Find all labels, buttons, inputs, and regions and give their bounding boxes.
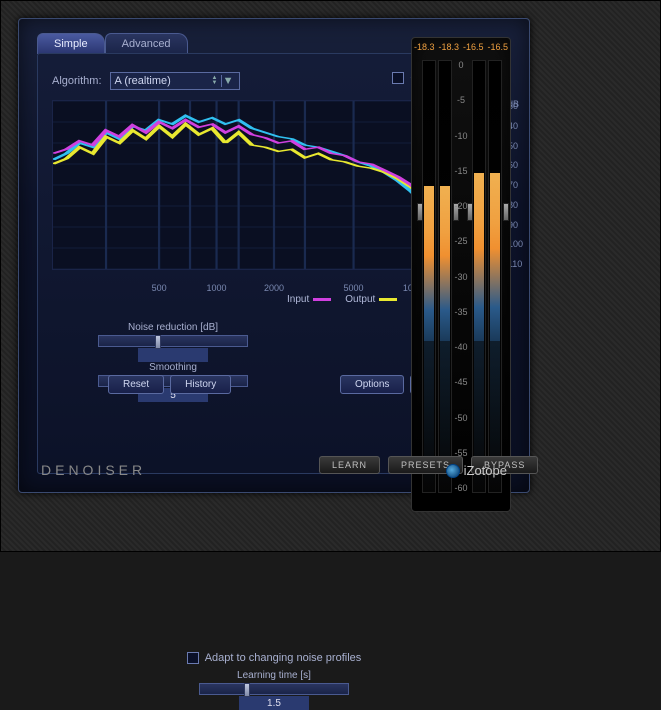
- noise-reduction-label: Noise reduction [dB]: [98, 322, 248, 333]
- x-tick: 2000: [264, 283, 284, 293]
- learning-time-value[interactable]: 1.5: [239, 696, 309, 710]
- peak-value: -18.3: [414, 42, 435, 52]
- x-tick: 500: [152, 283, 167, 293]
- learning-time-label: Learning time [s]: [199, 670, 349, 681]
- smoothing-label: Smoothing: [98, 362, 248, 373]
- checkbox-box: [187, 652, 199, 664]
- peak-value: -18.3: [438, 42, 459, 52]
- meter-tick: 0: [450, 60, 472, 70]
- meter-tick: -40: [450, 342, 472, 352]
- learn-button[interactable]: LEARN: [319, 456, 380, 474]
- peak-value: -16.5: [463, 42, 484, 52]
- meter-tick: -60: [450, 483, 472, 493]
- reset-button[interactable]: Reset: [108, 375, 164, 394]
- tab-simple[interactable]: Simple: [37, 33, 105, 54]
- product-name: DENOISER: [41, 462, 146, 478]
- peak-value: -16.5: [487, 42, 508, 52]
- algorithm-select[interactable]: A (realtime) ▲▼ ▼: [110, 72, 240, 90]
- tab-advanced[interactable]: Advanced: [105, 33, 188, 54]
- meter-tick: -50: [450, 413, 472, 423]
- meter-tick: -20: [450, 201, 472, 211]
- meter-tick: -45: [450, 377, 472, 387]
- noise-reduction-value[interactable]: [138, 348, 208, 362]
- meter-tick: -10: [450, 131, 472, 141]
- meter-tick: -35: [450, 307, 472, 317]
- x-tick: 5000: [344, 283, 364, 293]
- chevron-down-icon[interactable]: ▼: [221, 75, 235, 87]
- meter-tick: -30: [450, 272, 472, 282]
- main-panel: Simple Advanced Algorithm: A (realtime) …: [18, 18, 530, 493]
- meter-track: [422, 60, 436, 493]
- meter-tick: -15: [450, 166, 472, 176]
- x-tick: 1000: [207, 283, 227, 293]
- options-button[interactable]: Options: [340, 375, 404, 394]
- checkbox-box: [392, 72, 404, 84]
- legend-output-label: Output: [345, 294, 375, 305]
- meter-threshold-handle[interactable]: [417, 203, 423, 221]
- meter-track: [472, 60, 486, 493]
- meter-threshold-handle[interactable]: [503, 203, 509, 221]
- meter-tick: -5: [450, 95, 472, 105]
- stepper-icon[interactable]: ▲▼: [209, 76, 221, 86]
- meter-tick: -55: [450, 448, 472, 458]
- meter-panel: -18.3-18.3 -16.5-16.5 0 -5 -10 -15 -20 -25 -30 -…: [411, 37, 511, 512]
- algorithm-value: A (realtime): [115, 75, 209, 87]
- learning-time-slider[interactable]: Learning time [s] 1.5: [199, 670, 349, 710]
- meter-track: [488, 60, 502, 493]
- history-button[interactable]: History: [170, 375, 231, 394]
- meter-tick: -25: [450, 236, 472, 246]
- adapt-label: Adapt to changing noise profiles: [205, 652, 362, 664]
- algorithm-label: Algorithm:: [52, 75, 102, 87]
- legend-input-label: Input: [287, 294, 309, 305]
- adapt-checkbox[interactable]: Adapt to changing noise profiles: [187, 652, 362, 664]
